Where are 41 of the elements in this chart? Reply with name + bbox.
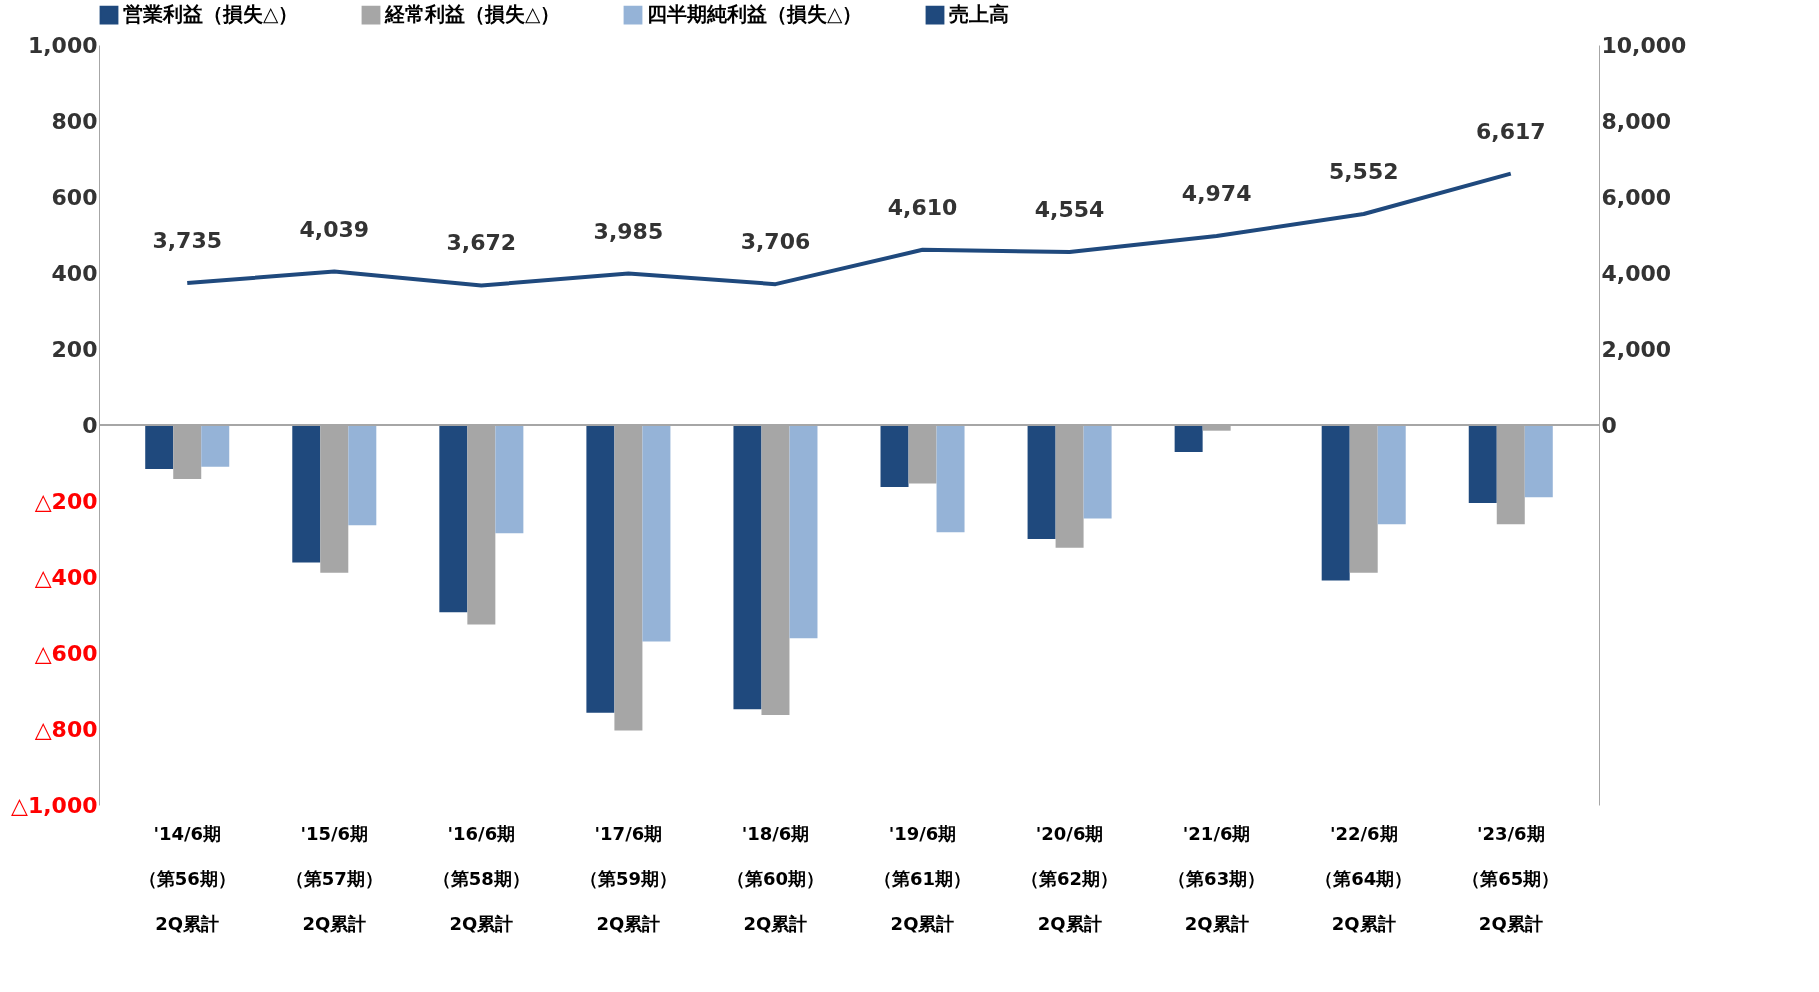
category-label: '23/6期（第65期）2Q累計	[1462, 822, 1560, 934]
data-label: 3,706	[740, 229, 811, 255]
legend-label: 営業利益（損失△）	[123, 2, 299, 27]
category-label: '17/6期（第59期）2Q累計	[579, 822, 677, 934]
y-tick-label: △1,000	[10, 792, 98, 818]
data-label: 4,974	[1181, 180, 1252, 206]
category-label: '22/6期（第64期）2Q累計	[1315, 822, 1413, 934]
category-label: '19/6期（第61期）2Q累計	[874, 822, 972, 934]
y-tick-label: △800	[34, 716, 98, 742]
y-tick-label: 0	[82, 412, 98, 438]
y-tick-label: △400	[34, 564, 98, 590]
y-tick-label: △600	[34, 640, 98, 666]
y2-tick-label: 8,000	[1601, 108, 1672, 134]
data-label: 3,985	[593, 218, 664, 244]
y-tick-label: △200	[34, 488, 98, 514]
data-label: 4,039	[299, 216, 370, 242]
category-label: '14/6期（第56期）2Q累計	[138, 822, 236, 934]
category-label: '15/6期（第57期）2Q累計	[285, 822, 383, 934]
y-tick-label: 400	[51, 260, 98, 286]
legend-label: 経常利益（損失△）	[384, 2, 561, 27]
y2-tick-label: 4,000	[1601, 260, 1672, 286]
y2-tick-label: 2,000	[1601, 336, 1672, 362]
y2-tick-label: 0	[1601, 412, 1617, 438]
y-tick-label: 200	[51, 336, 98, 362]
data-label: 3,672	[446, 230, 517, 256]
data-label: 6,617	[1475, 118, 1546, 144]
data-label: 4,554	[1034, 196, 1105, 222]
category-label: '20/6期（第62期）2Q累計	[1021, 822, 1119, 934]
data-label: 3,735	[152, 228, 223, 254]
category-label: '18/6期（第60期）2Q累計	[726, 822, 824, 934]
data-label: 4,610	[887, 194, 958, 220]
y2-tick-label: 6,000	[1601, 184, 1672, 210]
data-label: 5,552	[1328, 159, 1399, 185]
y-tick-label: 800	[51, 108, 98, 134]
category-label: '21/6期（第63期）2Q累計	[1168, 822, 1266, 934]
y-tick-label: 1,000	[27, 32, 98, 58]
legend-label: 売上高	[949, 2, 1009, 27]
category-label: '16/6期（第58期）2Q累計	[432, 822, 530, 934]
legend-label: 四半期純利益（損失△）	[647, 2, 863, 27]
y2-tick-label: 10,000	[1601, 32, 1687, 58]
y-tick-label: 600	[51, 184, 98, 210]
